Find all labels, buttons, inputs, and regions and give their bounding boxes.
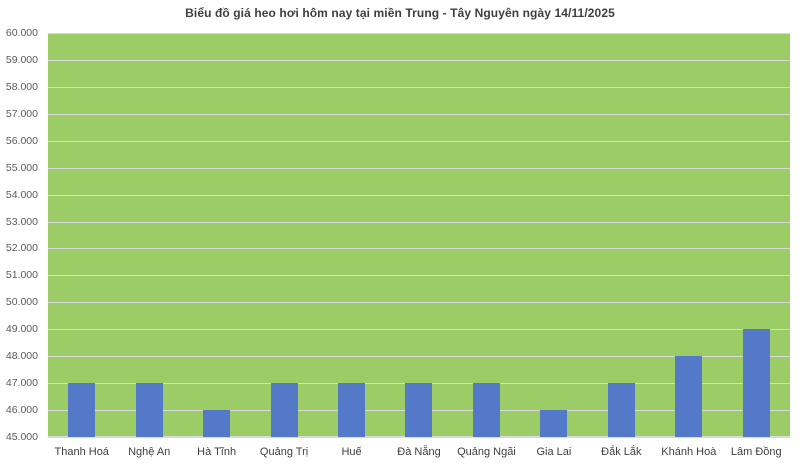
bar-slot [318,33,385,437]
bar-slot [723,33,790,437]
bar[interactable] [338,383,366,437]
bar[interactable] [135,383,163,437]
y-axis-tick-label: 52.000 [5,242,38,255]
bar-slot [115,33,182,437]
x-axis-tick-label: Nghệ An [128,445,171,458]
gridline [48,33,790,34]
bar-slot [453,33,520,437]
x-axis-tick-label: Thanh Hoá [54,445,109,458]
gridline [48,248,790,249]
axis-baseline [48,437,790,438]
bar-slot [250,33,317,437]
y-axis-tick-label: 57.000 [5,107,38,120]
gridline [48,275,790,276]
gridline [48,356,790,357]
y-axis: 60.000 59.000 58.000 57.000 56.000 55.000 54.0… [0,27,44,443]
x-axis-tick-label: Đắk Lắk [601,445,642,458]
x-axis-tick-label: Quảng Ngãi [457,445,516,458]
y-axis-tick-label: 59.000 [5,53,38,66]
bar-slot [48,33,115,437]
x-axis-tick-label: Đà Nẵng [397,445,441,458]
y-axis-tick-label: 54.000 [5,188,38,201]
y-axis-tick-label: 55.000 [5,161,38,174]
bar[interactable] [405,383,433,437]
gridline [48,329,790,330]
bar[interactable] [675,356,703,437]
y-axis-tick-label: 48.000 [5,350,38,363]
y-axis-tick-label: 47.000 [5,377,38,390]
x-axis-tick-label: Khánh Hoà [661,445,717,458]
y-axis-tick-label: 45.000 [5,431,38,443]
chart-title: Biểu đồ giá heo hơi hôm nay tại miền Tru… [185,6,615,20]
gridline [48,87,790,88]
x-axis-tick-label: Hà Tĩnh [197,445,237,458]
bar[interactable] [607,383,635,437]
gridline [48,195,790,196]
x-axis-tick-label: Lâm Đồng [730,445,782,458]
bar-slot [588,33,655,437]
bar-series [48,33,790,437]
plot-area [48,33,790,437]
gridline [48,141,790,142]
gridline [48,114,790,115]
y-axis-tick-label: 51.000 [5,269,38,282]
gridline [48,168,790,169]
bar-slot [385,33,452,437]
y-axis-tick-label: 58.000 [5,80,38,93]
bar[interactable] [203,410,231,437]
y-axis-tick-label: 50.000 [5,296,38,309]
gridline [48,302,790,303]
y-axis-tick-label: 60.000 [5,27,38,39]
bar[interactable] [472,383,500,437]
x-axis-tick-label: Huế [341,445,362,458]
bar[interactable] [540,410,568,437]
bar[interactable] [68,383,96,437]
bar[interactable] [742,329,770,437]
x-axis-tick-label: Gia Lai [536,445,572,458]
bar-slot [655,33,722,437]
bar-slot [520,33,587,437]
bar[interactable] [270,383,298,437]
bar-slot [183,33,250,437]
y-axis-tick-label: 49.000 [5,323,38,336]
x-axis-tick-label: Quảng Trị [259,445,309,458]
y-axis-tick-label: 56.000 [5,134,38,147]
gridline [48,222,790,223]
y-axis-tick-label: 46.000 [5,404,38,417]
y-axis-tick-label: 53.000 [5,215,38,228]
gridline [48,60,790,61]
x-axis: Thanh Hoá Nghệ An Hà Tĩnh Quảng Trị Huế Đà Nẵ… [48,437,790,466]
